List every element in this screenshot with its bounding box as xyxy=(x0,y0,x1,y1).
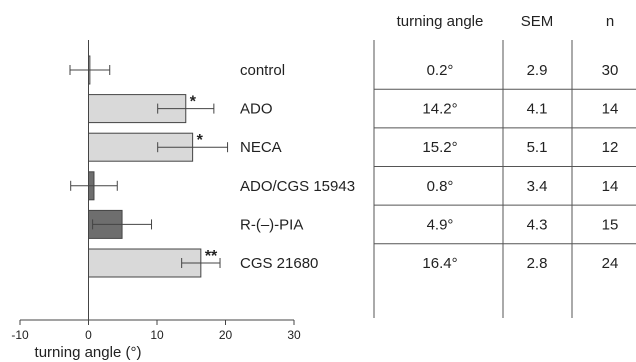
n-cell-0: 30 xyxy=(602,62,619,79)
n-cell-5: 24 xyxy=(602,255,619,272)
x-tick-label-0: -10 xyxy=(11,328,29,342)
sem-cell-2: 5.1 xyxy=(527,139,548,156)
turning-angle-cell-5: 16.4° xyxy=(422,255,457,272)
table-header-1: SEM xyxy=(521,13,554,30)
sem-cell-1: 4.1 xyxy=(527,101,548,118)
sem-cell-3: 3.4 xyxy=(527,178,548,195)
row-label-0: control xyxy=(240,62,285,79)
significance-mark-5: ** xyxy=(205,248,218,265)
sem-cell-5: 2.8 xyxy=(527,255,548,272)
row-label-1: ADO xyxy=(240,101,273,118)
n-cell-1: 14 xyxy=(602,101,619,118)
turning-angle-cell-1: 14.2° xyxy=(422,101,457,118)
significance-mark-1: * xyxy=(190,94,197,111)
sem-cell-0: 2.9 xyxy=(527,62,548,79)
row-label-4: R-(–)-PIA xyxy=(240,216,303,233)
turning-angle-cell-4: 4.9° xyxy=(427,216,454,233)
turning-angle-cell-2: 15.2° xyxy=(422,139,457,156)
row-label-5: CGS 21680 xyxy=(240,255,318,272)
row-label-3: ADO/CGS 15943 xyxy=(240,178,355,195)
turning-angle-cell-3: 0.8° xyxy=(427,178,454,195)
n-cell-2: 12 xyxy=(602,139,619,156)
turning-angle-cell-0: 0.2° xyxy=(427,62,454,79)
x-tick-label-4: 30 xyxy=(287,328,301,342)
n-cell-3: 14 xyxy=(602,178,619,195)
table-header-2: n xyxy=(606,13,614,30)
n-cell-4: 15 xyxy=(602,216,619,233)
x-tick-label-1: 0 xyxy=(85,328,92,342)
significance-mark-2: * xyxy=(197,132,204,149)
x-tick-label-2: 10 xyxy=(150,328,164,342)
results-table: turning angle SEM n control 0.2° 2.9 30 ADO 14.2… xyxy=(240,13,636,318)
row-label-2: NECA xyxy=(240,139,282,156)
x-tick-label-3: 20 xyxy=(219,328,233,342)
sem-cell-4: 4.3 xyxy=(527,216,548,233)
x-axis-title: turning angle (°) xyxy=(35,344,142,361)
table-header-0: turning angle xyxy=(397,13,484,30)
